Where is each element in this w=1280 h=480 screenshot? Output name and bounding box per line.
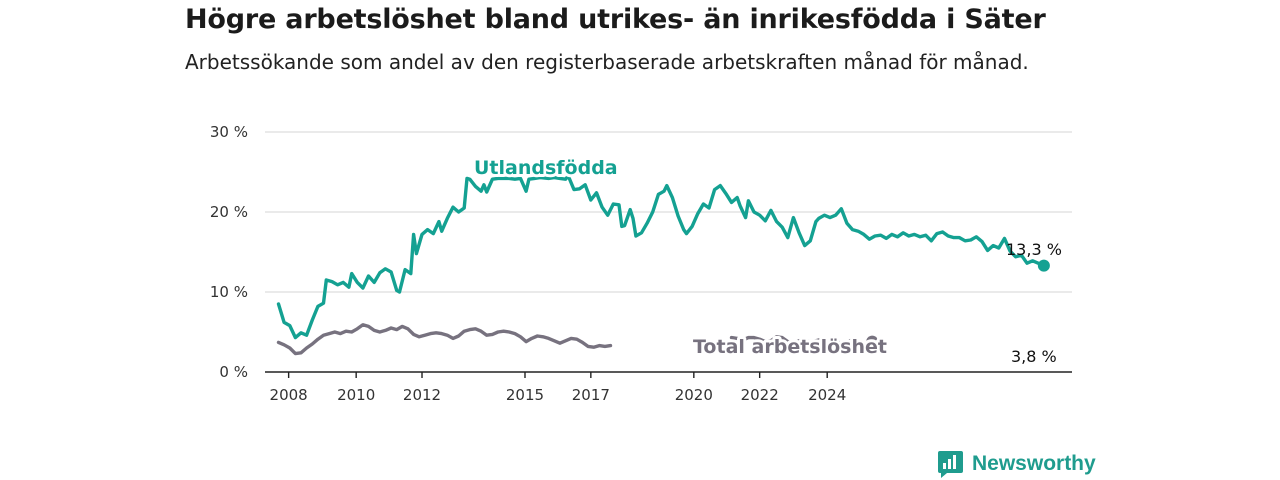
utlandsfodda-end-point — [1037, 259, 1050, 272]
x-tick-label: 2024 — [808, 386, 846, 404]
y-tick-label: 20 % — [210, 203, 248, 221]
y-axis-ticks: 0 % 10 % 20 % 30 % — [210, 123, 248, 381]
x-tick-label: 2015 — [506, 386, 544, 404]
x-tick-label: 2010 — [337, 386, 375, 404]
newsworthy-brand: Newsworthy — [937, 448, 1096, 480]
total-end-point — [866, 335, 879, 348]
y-tick-label: 10 % — [210, 283, 248, 301]
x-tick-label: 2017 — [572, 386, 610, 404]
total-label-halo: Total arbetslöshet — [693, 336, 887, 358]
utlandsfodda-label: Utlandsfödda — [474, 157, 618, 179]
y-tick-label: 30 % — [210, 123, 248, 141]
x-tick-label: 2020 — [675, 386, 713, 404]
total-line-late — [729, 335, 874, 347]
gridlines — [265, 131, 1072, 373]
total-line-early — [276, 323, 613, 356]
total-end-value: 3,8 % — [1011, 347, 1057, 366]
utlandsfodda-end-value: 13,3 % — [1006, 240, 1062, 259]
utlandsfodda-label-halo: Utlandsfödda — [474, 157, 618, 179]
y-tick-label: 0 % — [219, 363, 248, 381]
utlandsfodda-line — [276, 174, 1046, 340]
brand-name: Newsworthy — [972, 452, 1096, 475]
chart-subtitle: Arbetssökande som andel av den registerb… — [185, 50, 1029, 74]
x-tick-label: 2008 — [270, 386, 308, 404]
newsworthy-logo-icon — [938, 450, 963, 478]
chart-title: Högre arbetslöshet bland utrikes- än inr… — [185, 4, 1046, 35]
total-label: Total arbetslöshet — [693, 336, 887, 358]
series-lines — [276, 174, 1050, 356]
x-tick-label: 2012 — [403, 386, 441, 404]
x-tick-label: 2022 — [741, 386, 779, 404]
x-axis-ticks: 2008 2010 2012 2015 2017 2020 2022 2024 — [270, 372, 846, 404]
